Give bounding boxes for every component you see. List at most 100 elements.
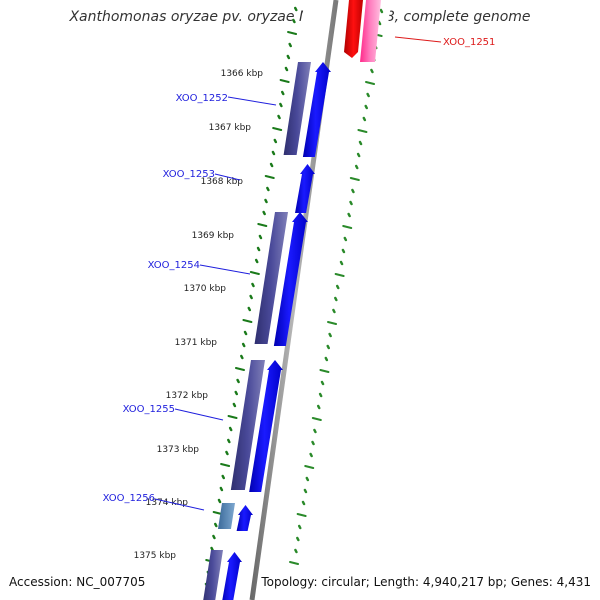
kbp-tick-major: [220, 463, 231, 467]
ring-dot: [217, 498, 222, 504]
ring-dot: [228, 426, 233, 432]
gene-arrow-plus: [273, 212, 308, 346]
gene-leader-line: [154, 498, 205, 511]
ring-dot: [243, 330, 248, 336]
ring-dot: [262, 210, 266, 216]
inner-tick-major: [319, 369, 330, 373]
gene-label-xoo_1252[interactable]: XOO_1252: [176, 93, 228, 104]
kbp-tick-major: [212, 511, 223, 515]
map-title: Xanthomonas oryzae pv. oryzae MAFF 31101…: [69, 9, 531, 25]
inner-tick-major: [311, 417, 322, 421]
gene-arrow-plus: [302, 62, 331, 157]
inner-ring-dot: [349, 200, 353, 206]
gene-leader-line: [199, 264, 251, 275]
inner-tick-major: [304, 465, 315, 469]
inner-ring-dot: [301, 500, 306, 506]
inner-tick-major: [296, 513, 307, 517]
genome-summary: Topology: circular; Length: 4,940,217 bp…: [261, 575, 591, 589]
ring-dot: [247, 306, 252, 312]
inner-ring-dot: [341, 248, 346, 254]
ring-dot: [236, 378, 240, 384]
gene-label-xoo_1251[interactable]: XOO_1251: [443, 37, 495, 48]
inner-ring-dot: [366, 92, 370, 98]
ring-dot: [286, 54, 291, 60]
inner-ring-dot: [311, 440, 315, 446]
gene-leader-line: [227, 96, 277, 106]
gene-features: [203, 0, 381, 600]
kbp-tick-label: 1375 kbp: [134, 551, 177, 561]
kbp-tick-major: [242, 319, 253, 323]
inner-tick-major: [365, 81, 376, 85]
cds-block: [203, 550, 223, 600]
ring-dot: [227, 438, 231, 444]
inner-ring-dot: [347, 212, 351, 218]
ring-dot: [292, 18, 296, 24]
inner-ring-dot: [362, 116, 367, 122]
gene-arrow-plus: [222, 552, 242, 600]
inner-ring-dot: [370, 68, 374, 74]
cds-block: [230, 360, 265, 490]
inner-ring-dot: [379, 8, 384, 14]
ring-dot: [271, 150, 276, 156]
inner-ring-dot: [356, 152, 361, 158]
ring-dot: [258, 234, 263, 240]
accession-label: Accession: NC_007705: [9, 575, 146, 589]
kbp-tick-major: [264, 175, 275, 179]
cds-block-minus: [360, 0, 381, 62]
inner-ring-dot: [328, 332, 332, 338]
ring-dot: [288, 42, 292, 48]
gene-label-xoo_1253[interactable]: XOO_1253: [163, 169, 215, 180]
cds-block-small: [217, 503, 235, 529]
kbp-tick-label: 1368 kbp: [201, 177, 244, 187]
ring-dot: [264, 198, 268, 204]
inner-ring-dot: [377, 20, 382, 26]
ring-dot: [212, 534, 216, 540]
inner-ring-dot: [309, 452, 313, 458]
ring-dot: [249, 294, 253, 300]
inner-tick-major: [289, 561, 300, 565]
kbp-tick-label: 1366 kbp: [221, 69, 264, 79]
gene-label-xoo_1256[interactable]: XOO_1256: [103, 493, 155, 504]
ring-dot: [277, 114, 281, 120]
gene-arrow-plus: [236, 505, 253, 531]
inner-ring-dot: [364, 104, 368, 110]
kbp-tick-label: 1374 kbp: [146, 498, 189, 508]
ring-dot: [273, 138, 278, 144]
inner-ring-dot: [303, 488, 308, 494]
gene-label-xoo_1254[interactable]: XOO_1254: [148, 260, 200, 271]
ring-dot: [225, 450, 229, 456]
ring-dot: [254, 258, 259, 264]
ring-dot: [294, 6, 298, 12]
inner-tick-major: [342, 225, 353, 229]
kbp-tick-label: 1373 kbp: [157, 445, 200, 455]
inner-ring-dot: [339, 260, 344, 266]
kbp-tick-major: [227, 415, 238, 419]
inner-tick-major: [357, 129, 368, 133]
kbp-tick-major: [257, 223, 268, 227]
ring-dot: [232, 402, 237, 408]
inner-tick-major: [334, 273, 345, 277]
inner-ring-dot: [324, 356, 329, 362]
ring-dot: [269, 162, 274, 168]
gene-arrow-plus: [249, 360, 283, 492]
kbp-tick-label: 1372 kbp: [166, 391, 209, 401]
kbp-tick-label: 1370 kbp: [184, 284, 227, 294]
ring-dot: [284, 66, 289, 72]
inner-ring-dot: [318, 392, 323, 398]
inner-tick-major: [349, 177, 360, 181]
inner-ring-dot: [326, 344, 330, 350]
inner-ring-dot: [334, 296, 338, 302]
inner-ring-dot: [320, 380, 325, 386]
gene-leader-line: [214, 173, 241, 181]
ring-dot: [241, 342, 246, 348]
kbp-tick-label: 1371 kbp: [175, 338, 218, 348]
inner-ring-dot: [358, 140, 363, 146]
cds-block: [254, 212, 288, 344]
kbp-tick-label: 1367 kbp: [209, 123, 252, 133]
kbp-tick-label: 1369 kbp: [192, 231, 235, 241]
inner-ring-dot: [313, 428, 317, 434]
kbp-tick-major: [234, 367, 245, 371]
gene-label-xoo_1255[interactable]: XOO_1255: [123, 404, 175, 415]
